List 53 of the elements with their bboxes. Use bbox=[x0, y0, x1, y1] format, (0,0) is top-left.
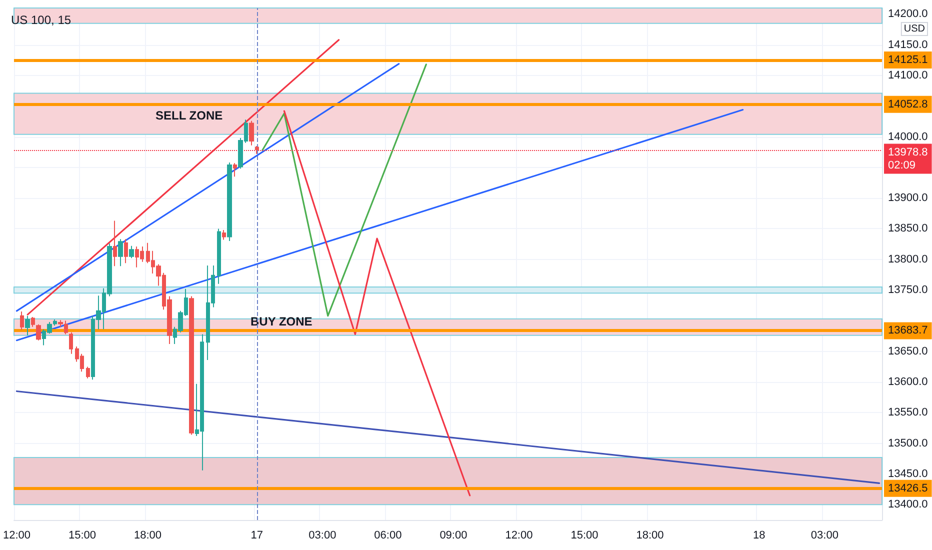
x-tick-label: 03:00 bbox=[308, 530, 336, 542]
ref-line-label: 14052.8 bbox=[888, 98, 928, 110]
x-tick-label: 18:00 bbox=[134, 530, 162, 542]
candlestick bbox=[20, 311, 24, 330]
candlestick bbox=[227, 162, 232, 242]
y-tick-label: 13550.0 bbox=[888, 406, 928, 419]
text: USD bbox=[904, 24, 926, 34]
candlestick bbox=[189, 296, 194, 436]
x-tick-label: 06:00 bbox=[374, 530, 402, 542]
y-tick-label: 13900.0 bbox=[888, 192, 928, 204]
y-tick-label: 13800.0 bbox=[888, 253, 928, 266]
ref-line-label: 13683.7 bbox=[888, 324, 928, 337]
candlestick bbox=[233, 162, 237, 178]
x-tick-label: 09:00 bbox=[440, 530, 468, 542]
candlestick bbox=[31, 316, 35, 328]
candlestick bbox=[69, 332, 73, 354]
y-tick-label: 13650.0 bbox=[888, 345, 928, 358]
x-tick-label: 15:00 bbox=[570, 530, 598, 542]
x-tick-label: 12:00 bbox=[2, 530, 30, 542]
ref-line-label: 13426.5 bbox=[888, 482, 928, 494]
band-label: SELL ZONE bbox=[155, 108, 223, 123]
candlestick bbox=[25, 315, 30, 336]
x-tick-label: 03:00 bbox=[810, 530, 838, 542]
y-tick-label: 14200.0 bbox=[888, 8, 928, 20]
y-tick-label: 14150.0 bbox=[888, 38, 928, 51]
chart-title: US 100, 15 bbox=[11, 13, 72, 27]
band-label: BUY ZONE bbox=[250, 314, 312, 328]
candlestick bbox=[113, 220, 117, 267]
x-tick-label: 15:00 bbox=[68, 530, 96, 542]
y-tick-label: 13600.0 bbox=[888, 376, 928, 388]
candlestick bbox=[118, 238, 123, 267]
y-tick-label: 13400.0 bbox=[888, 498, 928, 511]
candlestick bbox=[249, 120, 254, 146]
y-tick-label: 13500.0 bbox=[888, 437, 928, 450]
candlestick bbox=[129, 245, 134, 259]
y-tick-label: 13750.0 bbox=[888, 284, 928, 296]
y-tick-label: 13850.0 bbox=[888, 222, 928, 235]
candlestick bbox=[255, 145, 259, 154]
ref-line-label: 14125.1 bbox=[888, 54, 928, 66]
x-tick-label: 18 bbox=[753, 530, 766, 542]
y-tick-label: 14000.0 bbox=[888, 130, 928, 143]
y-tick-label: 14100.0 bbox=[888, 69, 928, 82]
candlestick bbox=[124, 238, 128, 264]
candlestick bbox=[86, 366, 90, 379]
x-tick-label: 17 bbox=[250, 530, 264, 542]
y-tick-label: 13450.0 bbox=[888, 468, 928, 480]
candlestick bbox=[222, 229, 226, 240]
candlestick bbox=[36, 324, 41, 341]
ref-line-label: 13978.8 02:09 bbox=[888, 146, 928, 172]
candlestick bbox=[217, 228, 221, 284]
x-tick-label: 18:00 bbox=[636, 530, 664, 542]
line-series bbox=[262, 64, 427, 317]
x-tick-label: 12:00 bbox=[505, 530, 533, 542]
